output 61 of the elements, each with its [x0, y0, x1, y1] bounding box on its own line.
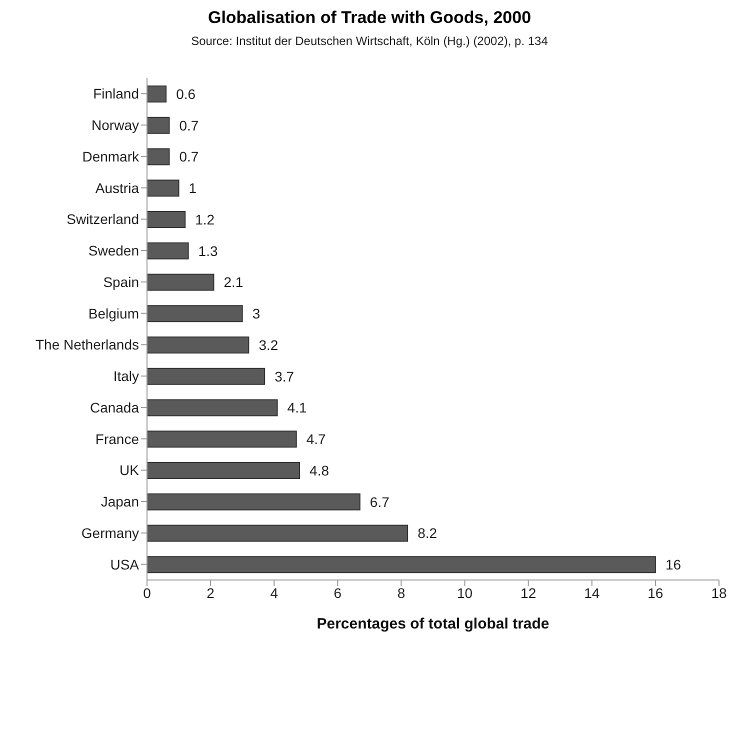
bar — [147, 524, 408, 542]
data-label: 0.7 — [179, 148, 199, 165]
x-tick-label: 10 — [456, 584, 473, 601]
y-tick-label: Spain — [103, 274, 139, 290]
y-tick-label: Norway — [92, 117, 139, 134]
data-label: 8.2 — [418, 525, 438, 542]
data-label: 4.7 — [306, 431, 326, 448]
x-axis-title: Percentages of total global trade — [316, 616, 550, 633]
bar — [147, 274, 214, 291]
x-tick-label: 16 — [648, 584, 664, 601]
x-tick-label: 18 — [711, 584, 727, 601]
y-tick-label: France — [95, 430, 140, 447]
bar — [147, 399, 278, 416]
x-tick-label: 0 — [143, 584, 152, 601]
y-tick-label: USA — [110, 556, 140, 572]
y-tick-label: Canada — [90, 399, 140, 416]
x-tick-label: 4 — [270, 584, 278, 601]
y-tick-label: UK — [120, 462, 140, 478]
y-tick-label: Switzerland — [66, 211, 139, 228]
data-label: 16 — [665, 556, 682, 573]
bar — [147, 305, 243, 322]
data-label: 1.3 — [198, 242, 218, 259]
bar — [147, 86, 167, 102]
y-tick-label: Japan — [100, 494, 139, 510]
bar — [147, 556, 656, 574]
data-label: 1 — [188, 180, 197, 196]
bar — [147, 336, 250, 354]
chart-title: Globalisation of Trade with Goods, 2000 — [206, 8, 532, 28]
data-label: 1.2 — [195, 211, 215, 228]
data-label: 4.1 — [287, 400, 307, 416]
bar — [147, 211, 186, 228]
y-tick-label: Germany — [81, 524, 139, 541]
data-label: 3.2 — [258, 336, 278, 353]
x-tick-label: 6 — [334, 584, 342, 601]
bar — [147, 148, 170, 166]
chart-subtitle: Source: Institut der Deutschen Wirtschaft, Köln (Hg.) (2002), p. 134 — [190, 34, 549, 48]
data-label: 3 — [252, 306, 260, 322]
x-tick-label: 2 — [206, 584, 215, 601]
y-tick-label: Belgium — [88, 305, 139, 322]
data-label: 0.7 — [179, 117, 199, 134]
x-tick-label: 14 — [584, 584, 600, 601]
bar — [147, 116, 170, 134]
y-tick-label: Italy — [113, 368, 139, 384]
bar — [147, 180, 180, 197]
data-label: 2.1 — [224, 274, 244, 290]
bar — [147, 242, 189, 260]
y-tick-label: Denmark — [82, 148, 140, 164]
bar — [147, 430, 297, 448]
y-tick-label: Austria — [95, 180, 140, 196]
y-tick-label: The Netherlands — [35, 336, 139, 353]
bar — [147, 368, 266, 385]
data-label: 3.7 — [274, 368, 294, 384]
x-tick-label: 8 — [397, 584, 406, 601]
bar — [147, 462, 300, 479]
data-label: 0.6 — [176, 86, 196, 102]
data-label: 6.7 — [370, 494, 390, 510]
y-tick-label: Finland — [93, 86, 139, 102]
x-tick-label: 12 — [520, 584, 536, 601]
data-label: 4.8 — [310, 462, 330, 478]
y-tick-label: Sweden — [88, 242, 139, 259]
bar — [147, 493, 360, 510]
